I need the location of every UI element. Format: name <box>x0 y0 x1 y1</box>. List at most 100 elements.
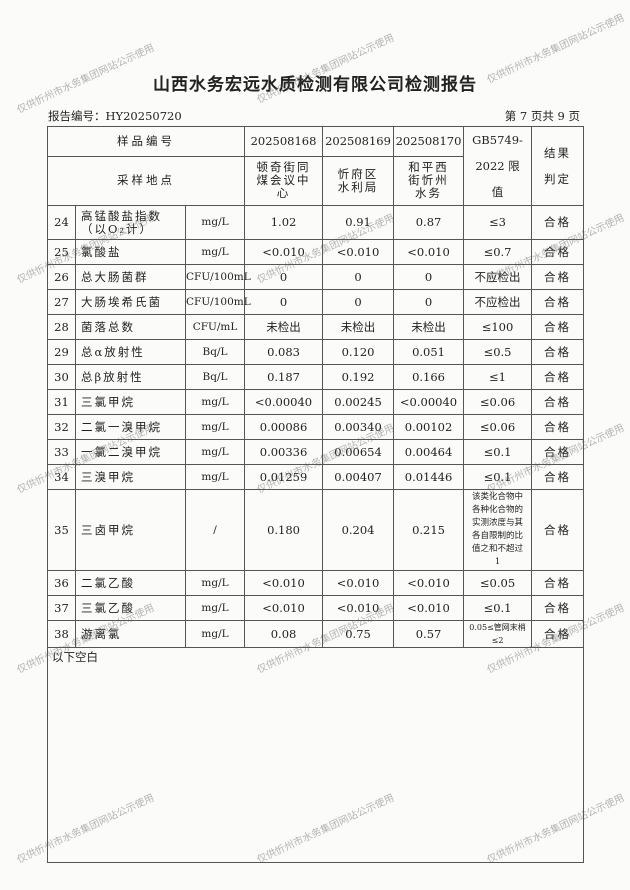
item-name: 一氯二溴甲烷 <box>75 439 186 465</box>
result-value: 合格 <box>531 289 585 315</box>
result-value: 合格 <box>531 570 585 596</box>
item-number: 26 <box>47 264 76 290</box>
blank-row: 以下空白 <box>46 647 585 863</box>
item-name: 游离氯 <box>75 620 186 648</box>
item-unit: CFU/mL <box>184 314 246 340</box>
value: 0.08 <box>244 620 324 648</box>
table-row: 29 总α放射性 Bq/L 0.083 0.120 0.051 ≤0.5 合格 <box>47 339 585 365</box>
value: 0.192 <box>322 364 395 390</box>
item-number: 33 <box>47 439 76 465</box>
item-number: 30 <box>47 364 76 390</box>
item-unit: mg/L <box>184 570 246 596</box>
value: 0.00086 <box>244 414 324 440</box>
value: 0.083 <box>244 339 324 365</box>
item-unit: mg/L <box>184 239 246 265</box>
item-name: 菌落总数 <box>75 314 186 340</box>
result-value: 合格 <box>531 439 585 465</box>
item-number: 28 <box>47 314 76 340</box>
table-row: 27 大肠埃希氏菌 CFU/100mL 0 0 0 不应检出 合格 <box>47 289 585 315</box>
value: <0.010 <box>322 239 395 265</box>
item-number: 32 <box>47 414 76 440</box>
value: 0.00102 <box>393 414 465 440</box>
sample-no: 202508169 <box>322 126 395 157</box>
table-row: 28 菌落总数 CFU/mL 未检出 未检出 未检出 ≤100 合格 <box>47 314 585 340</box>
table-row: 30 总β放射性 Bq/L 0.187 0.192 0.166 ≤1 合格 <box>47 364 585 390</box>
result-value: 合格 <box>531 314 585 340</box>
result-value: 合格 <box>531 239 585 265</box>
limit-value: ≤100 <box>463 314 533 340</box>
value: 0.00654 <box>322 439 395 465</box>
item-name: 三氯乙酸 <box>75 595 186 621</box>
page-number: 第 7 页共 9 页 <box>504 109 580 123</box>
value: <0.00040 <box>244 389 324 415</box>
report-title: 山西水务宏远水质检测有限公司检测报告 <box>153 75 477 95</box>
result-value: 合格 <box>531 489 585 571</box>
item-name: 三卤甲烷 <box>75 489 186 571</box>
item-name: 总β放射性 <box>75 364 186 390</box>
limit-value: 不应检出 <box>463 264 533 290</box>
item-number: 27 <box>47 289 76 315</box>
value: 0.180 <box>244 489 324 571</box>
value: 0.01446 <box>393 464 465 490</box>
item-unit: CFU/100mL <box>184 264 251 290</box>
item-unit: Bq/L <box>184 364 246 390</box>
table-row: 31 三氯甲烷 mg/L <0.00040 0.00245 <0.00040 ≤0.06 合格 <box>47 389 585 415</box>
item-name: 三溴甲烷 <box>75 464 186 490</box>
value: 未检出 <box>322 314 395 340</box>
value: 0 <box>244 264 324 290</box>
site-label: 采样地点 <box>46 155 246 207</box>
result-value: 合格 <box>531 364 585 390</box>
limit-value: ≤0.1 <box>463 439 533 465</box>
value: 0 <box>393 264 465 290</box>
table-row: 35 三卤甲烷/0.180 0.204 0.215 该类化合物中各种化合物的实测浓度与其… <box>47 489 585 571</box>
item-number: 37 <box>47 595 76 621</box>
value: <0.00040 <box>393 389 465 415</box>
table-row: 38 游离氯 mg/L 0.08 0.75 0.57 0.05≤管网末梢≤2 合格 <box>47 620 585 648</box>
value: <0.010 <box>244 239 324 265</box>
result-header: 结果判定 <box>531 126 585 206</box>
result-value: 合格 <box>531 464 585 490</box>
limit-value: ≤0.7 <box>463 239 533 265</box>
limit-value: 该类化合物中各种化合物的实测浓度与其各自限制的比值之和不超过1 <box>463 489 533 571</box>
value: 0 <box>393 289 465 315</box>
limit-value: ≤0.1 <box>463 464 533 490</box>
value: 1.02 <box>244 205 324 240</box>
table-row: 25 氯酸盐 mg/L <0.010 <0.010 <0.010 ≤0.7 合格 <box>47 239 585 265</box>
result-value: 合格 <box>531 339 585 365</box>
value: <0.010 <box>322 595 395 621</box>
test-results-table: 样品编号 202508168 202508169 202508170 GB574… <box>46 126 585 863</box>
sample-site: 和平西街忻州水务 <box>393 155 465 207</box>
item-unit: mg/L <box>184 205 246 240</box>
value: 0.051 <box>393 339 465 365</box>
limit-value: ≤0.06 <box>463 414 533 440</box>
value: 0.00245 <box>322 389 395 415</box>
limit-value: ≤0.05 <box>463 570 533 596</box>
value: 0.120 <box>322 339 395 365</box>
item-number: 38 <box>47 620 76 648</box>
value: 0.00407 <box>322 464 395 490</box>
item-name: 二氯一溴甲烷 <box>75 414 186 440</box>
value: 0.00340 <box>322 414 395 440</box>
item-unit: mg/L <box>184 414 246 440</box>
item-number: 35 <box>47 489 76 571</box>
value: 0.204 <box>322 489 395 571</box>
item-name: 三氯甲烷 <box>75 389 186 415</box>
limit-value: 不应检出 <box>463 289 533 315</box>
limit-value: 0.05≤管网末梢≤2 <box>463 620 533 648</box>
value: <0.010 <box>244 595 324 621</box>
table-row: 36 二氯乙酸 mg/L <0.010 <0.010 <0.010 ≤0.05 合格 <box>47 570 585 596</box>
item-unit: mg/L <box>184 389 246 415</box>
report-number: 报告编号：HY20250720 <box>48 109 182 123</box>
value: 0.166 <box>393 364 465 390</box>
table-row: 32 二氯一溴甲烷 mg/L 0.00086 0.00340 0.00102 ≤0.06 合格 <box>47 414 585 440</box>
value: 0 <box>244 289 324 315</box>
table-row: 24 高锰酸盐指数（以O₂计） mg/L 1.02 0.91 0.87 ≤3 合格 <box>47 205 585 240</box>
value: 0.87 <box>393 205 465 240</box>
value: 0 <box>322 264 395 290</box>
item-name: 高锰酸盐指数（以O₂计） <box>75 205 186 240</box>
item-name: 总α放射性 <box>75 339 186 365</box>
item-name: 大肠埃希氏菌 <box>75 289 186 315</box>
item-unit: CFU/100mL <box>184 289 251 315</box>
value: <0.010 <box>393 595 465 621</box>
table-row: 33 一氯二溴甲烷 mg/L 0.00336 0.00654 0.00464 ≤0.1 合格 <box>47 439 585 465</box>
